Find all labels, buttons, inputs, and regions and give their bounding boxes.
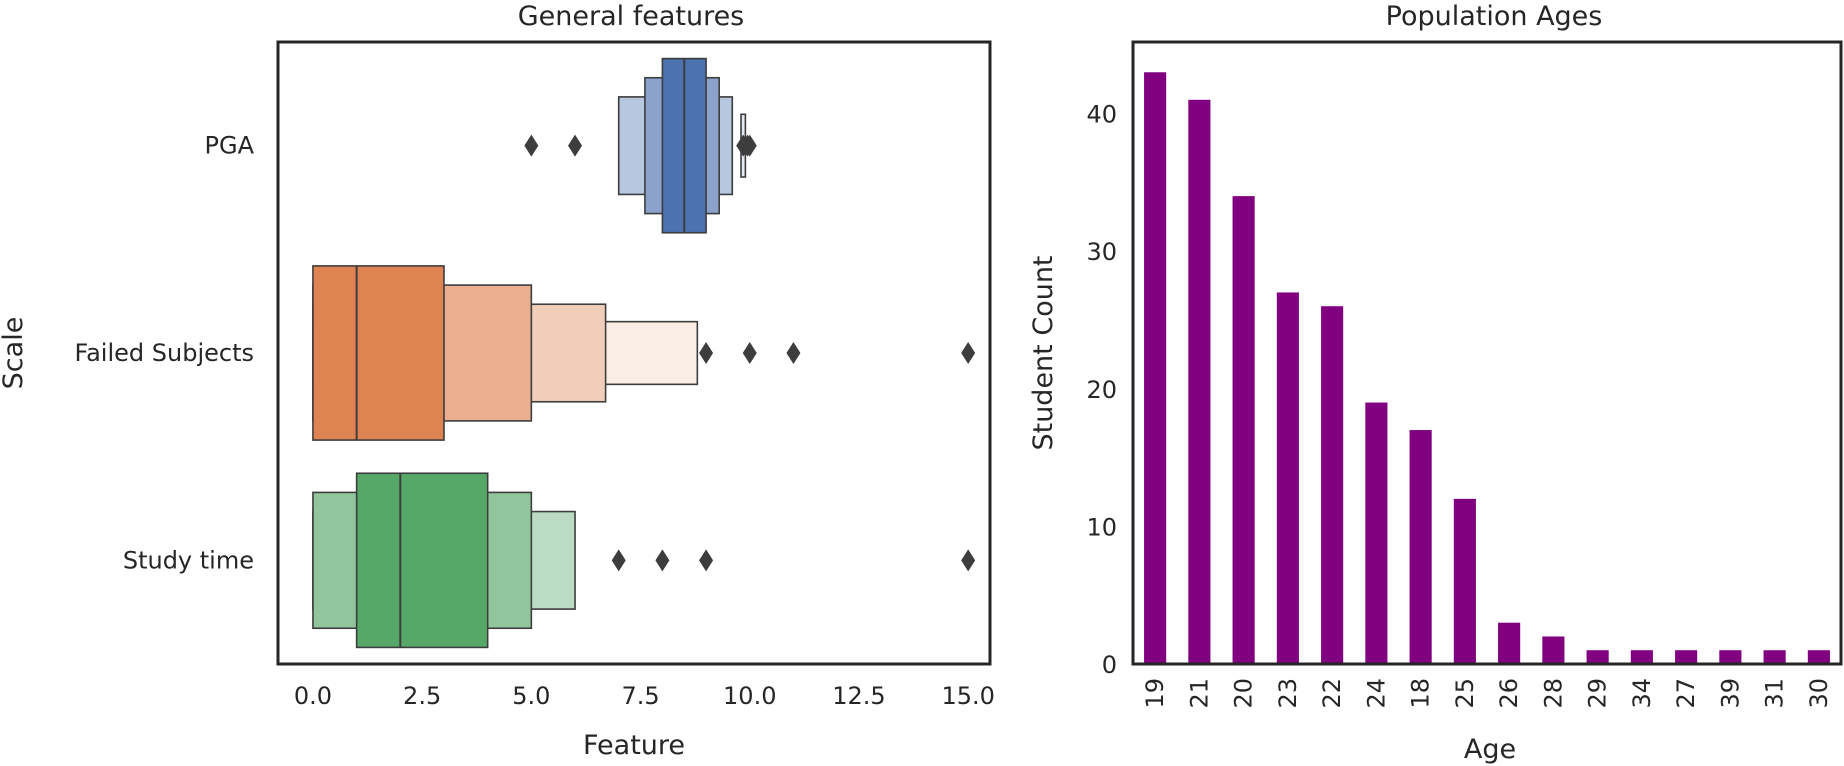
bar-x-tick-label: 26 — [1495, 678, 1523, 709]
boxen-chart-title: General features — [518, 1, 745, 32]
bar-28 — [1542, 636, 1565, 664]
bar-x-axis-label: Age — [1464, 734, 1516, 765]
bar-x-tick-label: 34 — [1628, 678, 1656, 709]
boxen-outlier-marker — [786, 342, 801, 364]
bar-23 — [1276, 292, 1299, 664]
bar-x-tick-label: 22 — [1318, 678, 1346, 709]
bar-x-tick-label: 21 — [1185, 678, 1213, 709]
bar-x-ticks: 19 21 20 23 22 24 18 25 26 28 29 34 27 39 31 30 — [1141, 678, 1833, 709]
bar-y-tick-label: 10 — [1086, 513, 1117, 541]
bar-chart: Population Ages 19 21 20 23 22 24 18 25 26 28 29 34… — [1028, 1, 1843, 765]
boxen-x-tick-label: 2.5 — [403, 682, 441, 710]
bar-x-tick-label: 25 — [1451, 678, 1479, 709]
bar-x-tick-label: 24 — [1362, 678, 1390, 709]
bar-19 — [1144, 72, 1167, 664]
bar-27 — [1675, 650, 1698, 664]
bar-26 — [1498, 622, 1521, 664]
boxen-outlier-marker — [699, 342, 714, 364]
bar-x-tick-label: 29 — [1584, 678, 1612, 709]
boxen-outlier-marker — [699, 549, 714, 572]
boxen-x-tick-label: 12.5 — [832, 682, 885, 710]
bar-y-tick-label: 40 — [1086, 101, 1117, 129]
boxen-x-axis-label: Feature — [583, 730, 685, 761]
bar-x-tick-label: 30 — [1805, 678, 1833, 709]
boxen-x-tick-label: 10.0 — [723, 682, 776, 710]
bar-20 — [1232, 196, 1255, 664]
bar-x-tick-label: 39 — [1716, 678, 1744, 709]
bar-chart-title: Population Ages — [1386, 1, 1603, 32]
bar-x-tick-label: 18 — [1407, 678, 1435, 709]
bar-y-tick-label: 20 — [1086, 376, 1117, 404]
boxen-outlier-marker — [961, 342, 976, 364]
boxen-outlier-marker — [568, 134, 583, 157]
bar-29 — [1586, 650, 1609, 664]
bar-x-tick-label: 23 — [1274, 678, 1302, 709]
bar-y-tick-label: 30 — [1086, 238, 1117, 266]
boxen-y-axis-label: Scale — [0, 317, 29, 390]
boxen-x-tick-label: 15.0 — [941, 682, 994, 710]
boxen-category-label: Study time — [123, 546, 254, 574]
boxen-outlier-marker — [524, 134, 539, 157]
boxen-outlier-marker — [611, 549, 626, 572]
bar-25 — [1453, 498, 1476, 664]
bar-34 — [1630, 650, 1653, 664]
bar-x-tick-label: 31 — [1761, 678, 1789, 709]
bar-24 — [1365, 402, 1388, 664]
boxen-category-label: PGA — [205, 132, 255, 160]
boxen-y-ticks: PGA Failed Subjects Study time — [75, 132, 255, 575]
bar-x-tick-label: 19 — [1141, 678, 1169, 709]
bar-y-ticks: 0 10 20 30 40 — [1086, 101, 1117, 679]
bar-30 — [1807, 650, 1830, 664]
bar-22 — [1321, 306, 1344, 664]
bar-x-tick-label: 27 — [1672, 678, 1700, 709]
boxen-x-tick-label: 7.5 — [621, 682, 659, 710]
bar-31 — [1763, 650, 1786, 664]
bar-y-tick-label: 0 — [1102, 651, 1117, 679]
boxen-plot-area — [312, 57, 976, 649]
boxen-x-tick-label: 0.0 — [294, 682, 332, 710]
bar-x-tick-label: 28 — [1539, 678, 1567, 709]
boxen-outlier-marker — [961, 549, 976, 572]
boxen-category-label: Failed Subjects — [75, 339, 255, 367]
bar-x-tick-label: 20 — [1230, 678, 1258, 709]
bar-18 — [1409, 430, 1432, 664]
bar-y-axis-label: Student Count — [1028, 255, 1059, 450]
bar-plot-frame — [1131, 40, 1843, 666]
boxen-x-tick-label: 5.0 — [512, 682, 550, 710]
boxen-box-level — [312, 265, 445, 441]
boxen-outlier-marker — [742, 342, 757, 364]
bar-21 — [1188, 99, 1211, 665]
bar-plot-area — [1144, 72, 1830, 665]
boxen-chart: General features 0.0 2.5 5.0 7.5 10.0 12.5 15.… — [0, 1, 995, 761]
boxen-outlier-marker — [655, 549, 670, 572]
boxen-plot-frame — [276, 40, 992, 666]
boxen-box-level — [355, 472, 489, 649]
boxen-x-ticks: 0.0 2.5 5.0 7.5 10.0 12.5 15.0 — [294, 682, 995, 710]
boxen-outlier-marker — [742, 134, 757, 157]
bar-39 — [1719, 650, 1742, 664]
